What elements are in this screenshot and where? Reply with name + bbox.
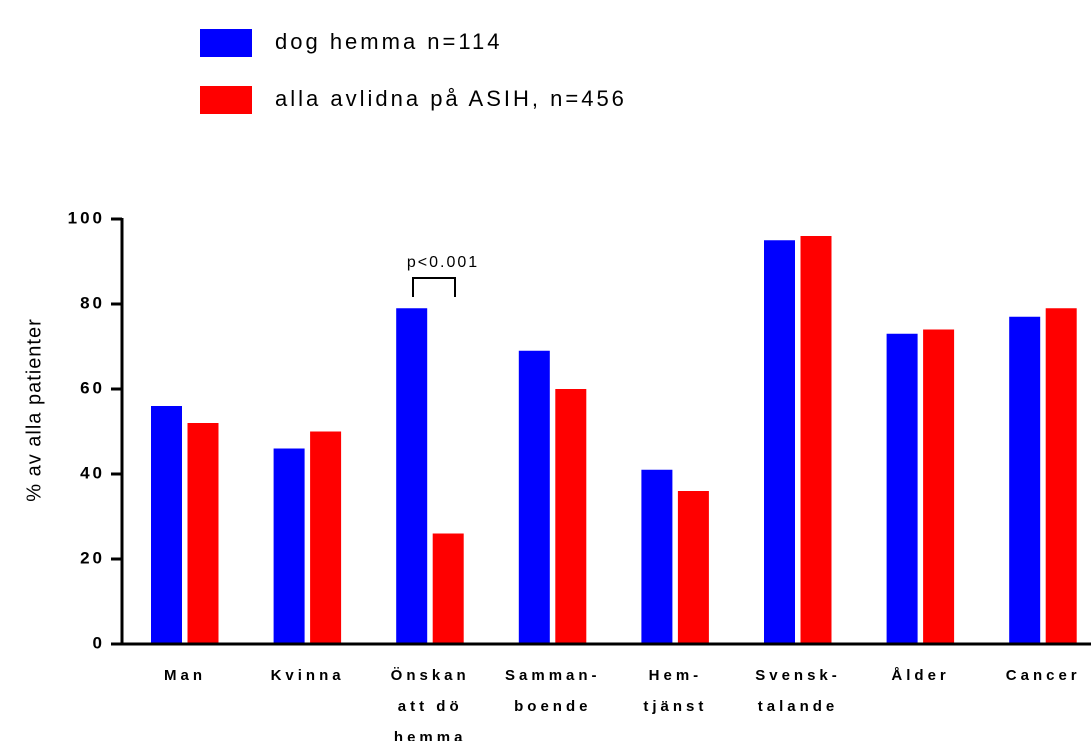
legend-label: alla avlidna på ASIH, n=456	[275, 86, 627, 111]
x-tick-label: Hem-tjänst	[643, 667, 707, 715]
bar	[555, 389, 587, 644]
y-tick-label: 80	[80, 293, 105, 312]
bar	[923, 329, 955, 644]
x-tick-label: Kvinna	[271, 667, 345, 684]
bar	[764, 240, 795, 644]
bar	[151, 406, 182, 644]
y-tick-label: 20	[80, 548, 105, 567]
x-tick-label: Önskan att dö hemma	[391, 667, 470, 741]
annotation: p<0.001	[407, 254, 479, 271]
bar	[800, 236, 832, 644]
x-tick-label: Ålder	[891, 667, 949, 684]
bar	[1045, 308, 1077, 644]
y-tick-label: 0	[93, 633, 105, 652]
legend-swatch	[200, 29, 252, 57]
legend-swatch	[200, 86, 252, 114]
bar	[886, 333, 918, 644]
bar	[1009, 316, 1041, 644]
bar	[432, 533, 464, 644]
significance-bracket	[412, 277, 456, 297]
bar	[641, 469, 673, 644]
y-tick-label: 60	[80, 378, 105, 397]
legend-label: dog hemma n=114	[275, 29, 502, 54]
x-tick-label: Samman-boende	[505, 667, 601, 715]
bar	[396, 308, 428, 644]
bar	[677, 491, 709, 644]
bar	[518, 350, 550, 644]
y-tick-label: 100	[68, 208, 105, 227]
bar	[273, 448, 305, 644]
y-axis-label: % av alla patienter	[23, 318, 45, 502]
x-tick-label: Man	[164, 667, 206, 684]
bar	[310, 431, 342, 644]
bar	[187, 423, 219, 644]
x-tick-label: Cancer	[1006, 667, 1081, 684]
x-tick-label: Svensk-talande	[755, 667, 841, 715]
y-tick-label: 40	[80, 463, 105, 482]
